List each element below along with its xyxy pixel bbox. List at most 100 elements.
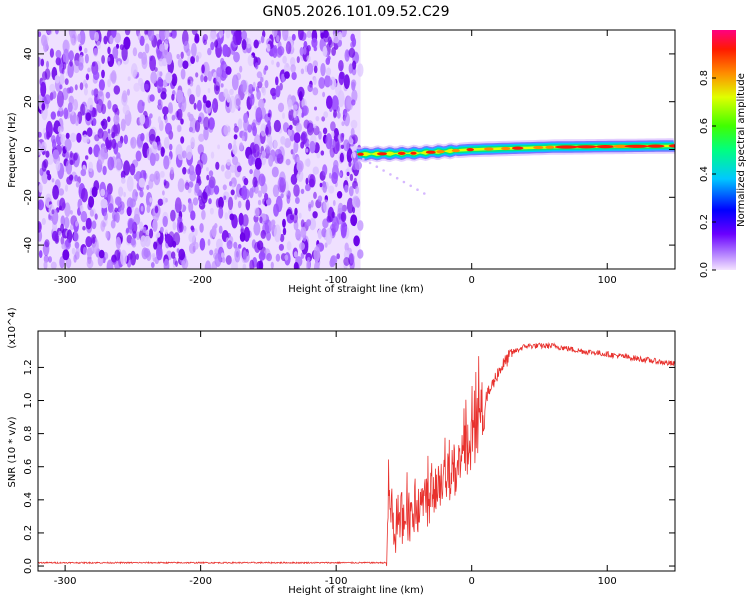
noise-speckle <box>65 257 72 269</box>
noise-speckle <box>291 33 296 41</box>
noise-speckle <box>188 200 194 214</box>
noise-speckle <box>341 121 345 126</box>
y-tick-label: 1.2 <box>23 359 34 375</box>
noise-speckle <box>64 138 72 152</box>
noise-speckle <box>52 149 60 160</box>
noise-speckle <box>67 102 73 113</box>
noise-speckle <box>326 215 332 222</box>
noise-speckle <box>329 258 334 268</box>
noise-speckle <box>298 212 302 219</box>
noise-speckle <box>218 225 223 234</box>
noise-speckle <box>252 81 256 89</box>
noise-speckle <box>256 240 264 251</box>
noise-speckle <box>300 188 305 195</box>
noise-speckle <box>140 205 144 212</box>
noise-speckle <box>152 218 158 232</box>
noise-speckle <box>258 173 266 187</box>
noise-speckle <box>109 35 114 45</box>
noise-speckle <box>275 253 281 262</box>
noise-speckle <box>59 256 65 269</box>
noise-speckle <box>85 217 92 230</box>
noise-speckle <box>352 60 357 70</box>
noise-speckle <box>102 222 106 228</box>
noise-speckle <box>149 173 156 182</box>
noise-speckle <box>215 161 220 170</box>
noise-speckle <box>160 170 165 178</box>
noise-speckle <box>336 111 341 119</box>
noise-speckle <box>148 30 155 41</box>
noise-speckle <box>140 235 147 248</box>
noise-speckle <box>343 249 350 260</box>
noise-speckle <box>113 114 120 125</box>
noise-speckle <box>254 157 262 170</box>
noise-speckle <box>203 75 208 83</box>
noise-speckle <box>349 173 354 182</box>
noise-speckle <box>91 107 98 118</box>
noise-speckle <box>130 63 138 78</box>
noise-speckle <box>108 133 112 141</box>
noise-speckle <box>139 189 144 198</box>
noise-speckle <box>120 249 128 266</box>
noise-speckle <box>123 160 131 176</box>
noise-speckle <box>88 195 95 208</box>
noise-speckle <box>188 181 194 189</box>
noise-speckle <box>207 87 211 94</box>
noise-speckle <box>40 58 45 67</box>
ridge-peak <box>410 151 417 155</box>
x-tick-label: -300 <box>54 275 77 286</box>
noise-speckle <box>323 199 329 213</box>
ridge-peak <box>436 150 445 154</box>
noise-speckle <box>226 93 231 103</box>
noise-speckle <box>234 247 241 263</box>
noise-speckle <box>170 30 177 39</box>
noise-speckle <box>346 171 350 177</box>
noise-speckle <box>100 188 106 197</box>
noise-speckle <box>208 198 212 205</box>
noise-speckle <box>352 151 356 159</box>
noise-speckle <box>276 47 283 58</box>
noise-speckle <box>332 200 336 206</box>
noise-speckle <box>225 66 232 75</box>
noise-speckle <box>181 150 187 159</box>
noise-speckle <box>274 148 282 159</box>
noise-speckle <box>144 30 148 36</box>
noise-speckle <box>122 90 128 103</box>
noise-speckle <box>171 73 178 87</box>
noise-speckle <box>62 61 67 70</box>
noise-speckle <box>154 152 160 162</box>
noise-speckle <box>343 74 350 90</box>
noise-speckle <box>38 221 42 233</box>
noise-speckle <box>330 121 336 132</box>
noise-speckle <box>132 189 138 202</box>
noise-speckle <box>62 39 70 54</box>
ridge-leakage <box>395 176 399 180</box>
noise-speckle <box>116 152 121 161</box>
noise-speckle <box>79 82 84 91</box>
noise-speckle <box>207 238 211 246</box>
noise-speckle <box>224 169 232 180</box>
noise-speckle <box>171 251 176 259</box>
noise-speckle <box>238 212 244 226</box>
noise-speckle <box>146 250 152 262</box>
noise-speckle <box>313 124 317 129</box>
noise-speckle <box>322 127 328 135</box>
noise-speckle <box>142 226 147 234</box>
noise-speckle <box>127 76 131 81</box>
noise-speckle <box>234 194 238 200</box>
noise-speckle <box>176 124 182 133</box>
noise-speckle <box>162 106 169 115</box>
noise-speckle <box>135 150 142 162</box>
noise-speckle <box>298 91 303 101</box>
noise-speckle <box>201 64 205 74</box>
noise-speckle <box>50 111 56 120</box>
noise-speckle <box>277 102 285 113</box>
colorbar-tick-label: 0.0 <box>699 262 710 278</box>
noise-speckle <box>247 54 254 67</box>
noise-speckle <box>107 56 111 62</box>
noise-speckle <box>301 105 309 116</box>
noise-speckle <box>231 183 235 190</box>
noise-speckle <box>350 127 355 137</box>
spectrogram-x-ticks: -300 -200 -100 0 100 <box>54 30 617 286</box>
snr-x-label: Height of straight line (km) <box>288 585 424 596</box>
